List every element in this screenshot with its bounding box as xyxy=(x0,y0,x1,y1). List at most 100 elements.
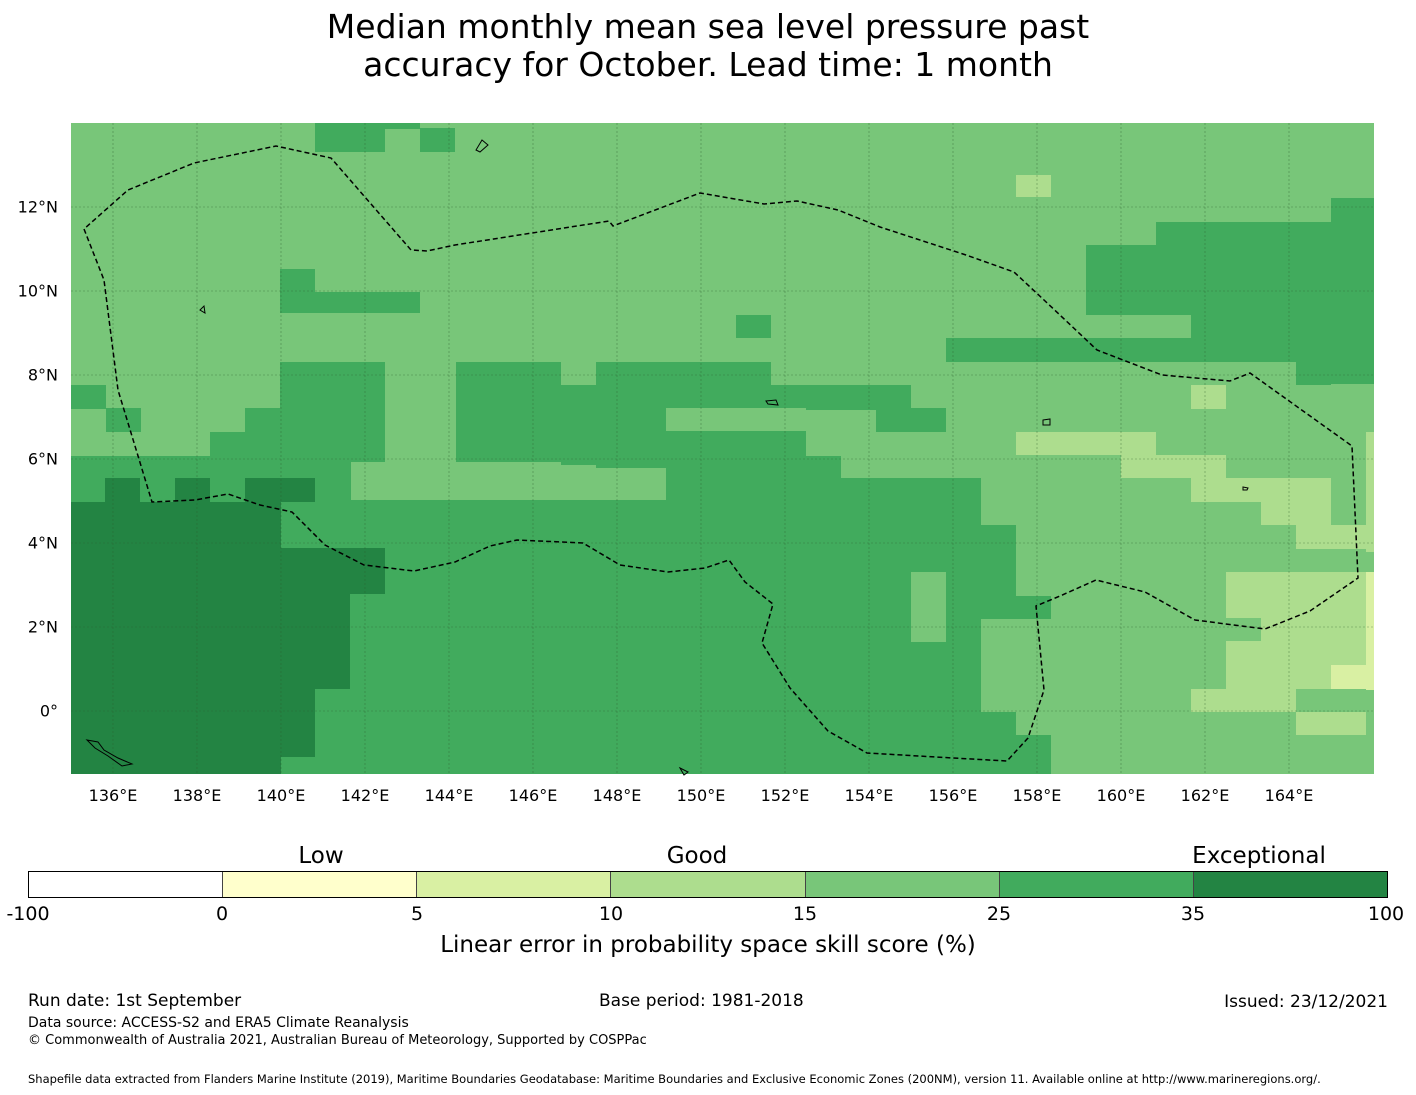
skill-cell xyxy=(245,408,280,456)
longitude-label: 150°E xyxy=(676,786,726,805)
longitude-label: 158°E xyxy=(1012,786,1062,805)
skill-cell xyxy=(315,292,420,313)
longitude-label: 164°E xyxy=(1264,786,1314,805)
colorbar-tick: 100 xyxy=(1367,903,1405,925)
skill-cell xyxy=(736,315,771,338)
skill-cell xyxy=(596,408,666,468)
colorbar-tick: 15 xyxy=(792,903,818,925)
skill-cell xyxy=(1051,735,1366,774)
skill-cell xyxy=(1016,619,1086,712)
colorbar-label: Linear error in probability space skill … xyxy=(440,932,976,958)
skill-cell xyxy=(806,431,841,456)
skill-cell xyxy=(71,385,106,409)
skill-cell xyxy=(981,619,1016,712)
run-date: Run date: 1st September xyxy=(28,991,242,1011)
skill-cell xyxy=(981,596,1051,619)
colorbar-segment xyxy=(1193,872,1387,897)
colorbar-segment xyxy=(611,872,806,897)
colorbar-tick: 25 xyxy=(986,903,1012,925)
skill-cell xyxy=(1296,362,1331,385)
longitude-label: 152°E xyxy=(760,786,810,805)
skill-cell xyxy=(1366,572,1374,690)
skill-cell xyxy=(105,478,140,502)
skill-cell xyxy=(771,385,911,410)
skill-cell xyxy=(420,128,455,152)
skill-cell xyxy=(1331,665,1366,689)
skill-cell xyxy=(561,385,596,465)
skill-cell xyxy=(1051,596,1086,619)
skill-cell xyxy=(911,642,981,774)
eez-boundary xyxy=(83,145,1359,762)
skill-cell xyxy=(1296,525,1374,549)
skill-cell xyxy=(771,478,841,774)
issued-date: Issued: 23/12/2021 xyxy=(1224,992,1388,1012)
colorbar-tick: 0 xyxy=(215,903,229,925)
latitude-label: 2°N xyxy=(27,617,58,637)
skill-cell xyxy=(175,478,210,502)
colorbar-tick: 10 xyxy=(598,903,624,925)
colorbar-tick: -100 xyxy=(6,903,50,925)
latitude-label: 12°N xyxy=(17,197,58,217)
skill-cell xyxy=(1191,385,1226,409)
colorbar xyxy=(28,871,1388,898)
longitude-label: 146°E xyxy=(508,786,558,805)
title-line-1: Median monthly mean sea level pressure p… xyxy=(326,7,1090,46)
skill-cell xyxy=(456,362,561,462)
skill-cell xyxy=(1226,572,1366,618)
copyright: © Commonwealth of Australia 2021, Austra… xyxy=(28,1033,647,1048)
skill-cell xyxy=(1086,596,1191,712)
skill-cell xyxy=(1191,315,1331,362)
skill-cell xyxy=(1191,478,1261,502)
longitude-label: 148°E xyxy=(592,786,642,805)
skill-cell xyxy=(1366,432,1374,552)
colorbar-segment xyxy=(223,872,418,897)
skill-cell xyxy=(1191,619,1226,689)
base-period: Base period: 1981-2018 xyxy=(599,991,804,1011)
skill-cell xyxy=(666,408,806,431)
skill-cell xyxy=(280,548,385,594)
latitude-label: 0° xyxy=(39,701,58,721)
skill-cell xyxy=(911,572,946,642)
skill-cell xyxy=(841,525,911,774)
skill-cell xyxy=(351,500,771,774)
shapefile-credit: Shapefile data extracted from Flanders M… xyxy=(28,1072,1321,1086)
graticule xyxy=(71,123,1374,774)
skill-cell xyxy=(1261,618,1366,641)
data-source: Data source: ACCESS-S2 and ERA5 Climate … xyxy=(28,1015,409,1031)
longitude-label: 156°E xyxy=(928,786,978,805)
skill-cell xyxy=(385,123,420,129)
islands xyxy=(85,139,1249,776)
longitude-label: 142°E xyxy=(340,786,390,805)
category-exceptional: Exceptional xyxy=(1192,843,1326,869)
longitude-label: 144°E xyxy=(424,786,474,805)
skill-cell xyxy=(1016,712,1296,735)
longitude-label: 140°E xyxy=(256,786,306,805)
colorbar-segment xyxy=(805,872,1000,897)
colorbar-segment xyxy=(29,872,224,897)
skill-cell xyxy=(1261,478,1331,525)
skill-map xyxy=(71,123,1374,776)
colorbar-segment xyxy=(999,872,1194,897)
skill-cell xyxy=(1156,222,1331,245)
category-low: Low xyxy=(298,843,344,869)
longitude-label: 160°E xyxy=(1096,786,1146,805)
skill-cell xyxy=(71,502,281,774)
latitude-label: 10°N xyxy=(17,281,58,301)
title-line-2: accuracy for October. Lead time: 1 month xyxy=(363,45,1053,84)
longitude-label: 136°E xyxy=(88,786,138,805)
colorbar-segment xyxy=(417,872,612,897)
skill-cell xyxy=(280,594,350,689)
longitude-label: 154°E xyxy=(844,786,894,805)
skill-grid xyxy=(71,123,1374,774)
skill-cell xyxy=(596,362,771,412)
colorbar-tick: 5 xyxy=(410,903,424,925)
skill-cell xyxy=(1016,432,1156,455)
skill-cell xyxy=(106,408,141,432)
longitude-label: 162°E xyxy=(1180,786,1230,805)
skill-cell xyxy=(1191,689,1296,712)
skill-cell xyxy=(280,689,315,757)
skill-cell xyxy=(280,362,385,462)
category-good: Good xyxy=(666,843,728,869)
skill-cell xyxy=(1121,455,1226,478)
latitude-label: 8°N xyxy=(27,365,58,385)
